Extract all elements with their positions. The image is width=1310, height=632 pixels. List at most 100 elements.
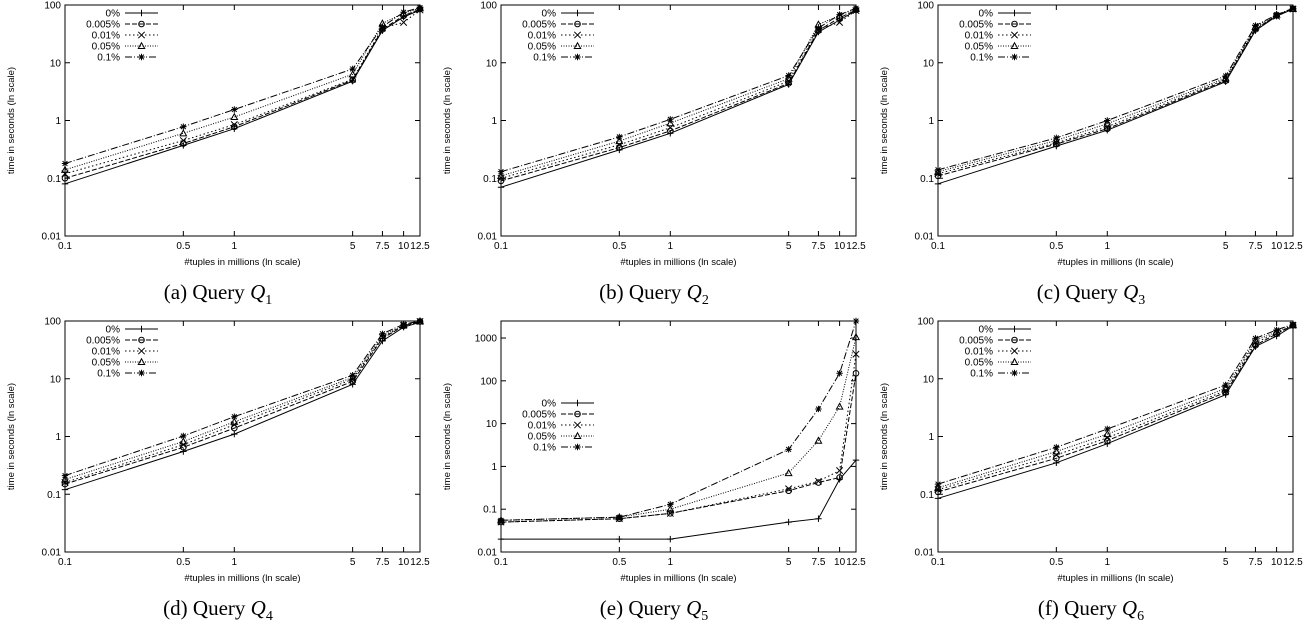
data-point (852, 317, 860, 325)
y-tick-label: 100 (917, 317, 934, 328)
y-tick-label: 10 (486, 419, 498, 430)
data-point (1252, 335, 1259, 342)
legend: 0%0.005%0.01%0.05%0.1% (86, 9, 158, 64)
query-index: 1 (265, 293, 273, 309)
legend-label: 0.01% (92, 31, 120, 42)
data-point (1052, 447, 1061, 455)
data-point (616, 133, 623, 141)
x-tick-label: 5 (350, 557, 356, 568)
y-tick-label: 100 (44, 317, 61, 328)
data-point (497, 517, 505, 524)
y-axis-label: time in seconds (ln scale) (879, 67, 890, 174)
y-tick-label: 0.01 (42, 548, 62, 559)
x-tick-label: 0.1 (494, 241, 508, 252)
data-point (784, 468, 793, 477)
data-point (1222, 381, 1229, 389)
x-tick-label: 1 (1105, 557, 1111, 568)
x-axis-label: #tuples in millions (ln scale) (620, 257, 736, 268)
data-point (785, 487, 792, 495)
x-tick-label: 12.5 (410, 241, 430, 252)
query-symbol: Q (250, 280, 266, 304)
y-tick-label: 0.01 (478, 232, 498, 243)
legend-label: 0.05% (528, 432, 556, 443)
legend-label: 0.05% (92, 358, 120, 369)
query-symbol: Q (686, 596, 702, 620)
data-point (231, 413, 238, 420)
data-point (179, 437, 188, 445)
data-point (815, 405, 822, 413)
x-tick-label: 5 (350, 241, 356, 252)
data-point (815, 479, 822, 486)
x-tick-label: 7.5 (811, 241, 825, 252)
y-tick-label: 0.1 (920, 490, 934, 501)
legend-label: 0% (106, 325, 121, 336)
data-point (616, 514, 623, 521)
data-point (836, 18, 844, 26)
data-point (836, 370, 843, 377)
x-tick-label: 0.5 (612, 557, 626, 568)
legend: 0%0.005%0.01%0.05%0.1% (959, 325, 1031, 380)
data-point (231, 106, 238, 113)
data-point (666, 510, 674, 517)
data-point (179, 136, 187, 145)
y-axis-label: time in seconds (ln scale) (6, 383, 17, 490)
caption-prefix: (c) Query (1036, 280, 1124, 304)
x-tick-label: 7.5 (1248, 241, 1262, 252)
data-point (785, 485, 793, 493)
x-tick-label: 5 (1223, 241, 1229, 252)
y-axis-label: time in seconds (ln scale) (442, 67, 453, 174)
legend-marker (138, 9, 145, 17)
chart-panel: 0.01 0.1 1 10 100 1000 0.1 0.5 1 5 7.5 10 12.5 #tuple… (436, 316, 872, 632)
legend-label: 0.005% (86, 336, 120, 347)
legend-marker (573, 431, 582, 440)
legend-marker (574, 410, 581, 418)
data-point (1252, 22, 1259, 29)
data-point (61, 472, 69, 479)
y-tick-label: 0.01 (915, 548, 935, 559)
x-axis-label: #tuples in millions (ln scale) (620, 573, 736, 584)
data-point (836, 467, 844, 475)
data-point (1273, 11, 1280, 18)
legend-label: 0.1% (533, 53, 556, 64)
y-tick-label: 0.1 (483, 174, 497, 185)
x-axis-label: #tuples in millions (ln scale) (1057, 257, 1173, 268)
x-tick-label: 7.5 (811, 557, 825, 568)
data-point (934, 495, 942, 502)
data-point (852, 369, 860, 377)
x-tick-label: 0.5 (612, 241, 626, 252)
legend-label: 0% (106, 9, 121, 20)
legend-marker (573, 421, 582, 429)
data-point (933, 483, 943, 491)
data-point (230, 121, 238, 129)
data-point (1273, 326, 1280, 334)
x-tick-label: 10 (1271, 241, 1283, 252)
legend-marker (573, 41, 582, 50)
x-axis-label: #tuples in millions (ln scale) (184, 257, 300, 268)
x-tick-label: 0.5 (1049, 557, 1063, 568)
x-tick-label: 12.5 (846, 241, 866, 252)
y-tick-label: 10 (50, 374, 62, 385)
data-point (815, 515, 822, 522)
y-tick-label: 0.1 (47, 174, 61, 185)
data-point (400, 9, 407, 16)
legend-label: 0.005% (959, 336, 993, 347)
data-point (615, 136, 624, 145)
data-point (1222, 72, 1229, 80)
x-tick-label: 5 (786, 241, 792, 252)
y-tick-label: 1 (491, 116, 497, 127)
data-point (416, 4, 424, 11)
legend-marker (137, 357, 146, 366)
legend-label: 0.1% (533, 443, 556, 454)
x-tick-label: 12.5 (1283, 241, 1303, 252)
data-point (379, 23, 386, 30)
legend-label: 0.1% (970, 369, 993, 380)
data-point (1053, 134, 1060, 142)
y-tick-label: 1 (928, 116, 934, 127)
x-tick-label: 1 (232, 241, 238, 252)
legend-marker (138, 369, 145, 377)
chart-panel: 0.01 0.1 1 10 100 0.1 0.5 1 5 7.5 10 12.5 #tuples in… (873, 316, 1309, 632)
data-point (1104, 425, 1111, 433)
x-tick-label: 12.5 (1283, 557, 1303, 568)
panel-caption: (b) Query Q2 (436, 280, 872, 309)
